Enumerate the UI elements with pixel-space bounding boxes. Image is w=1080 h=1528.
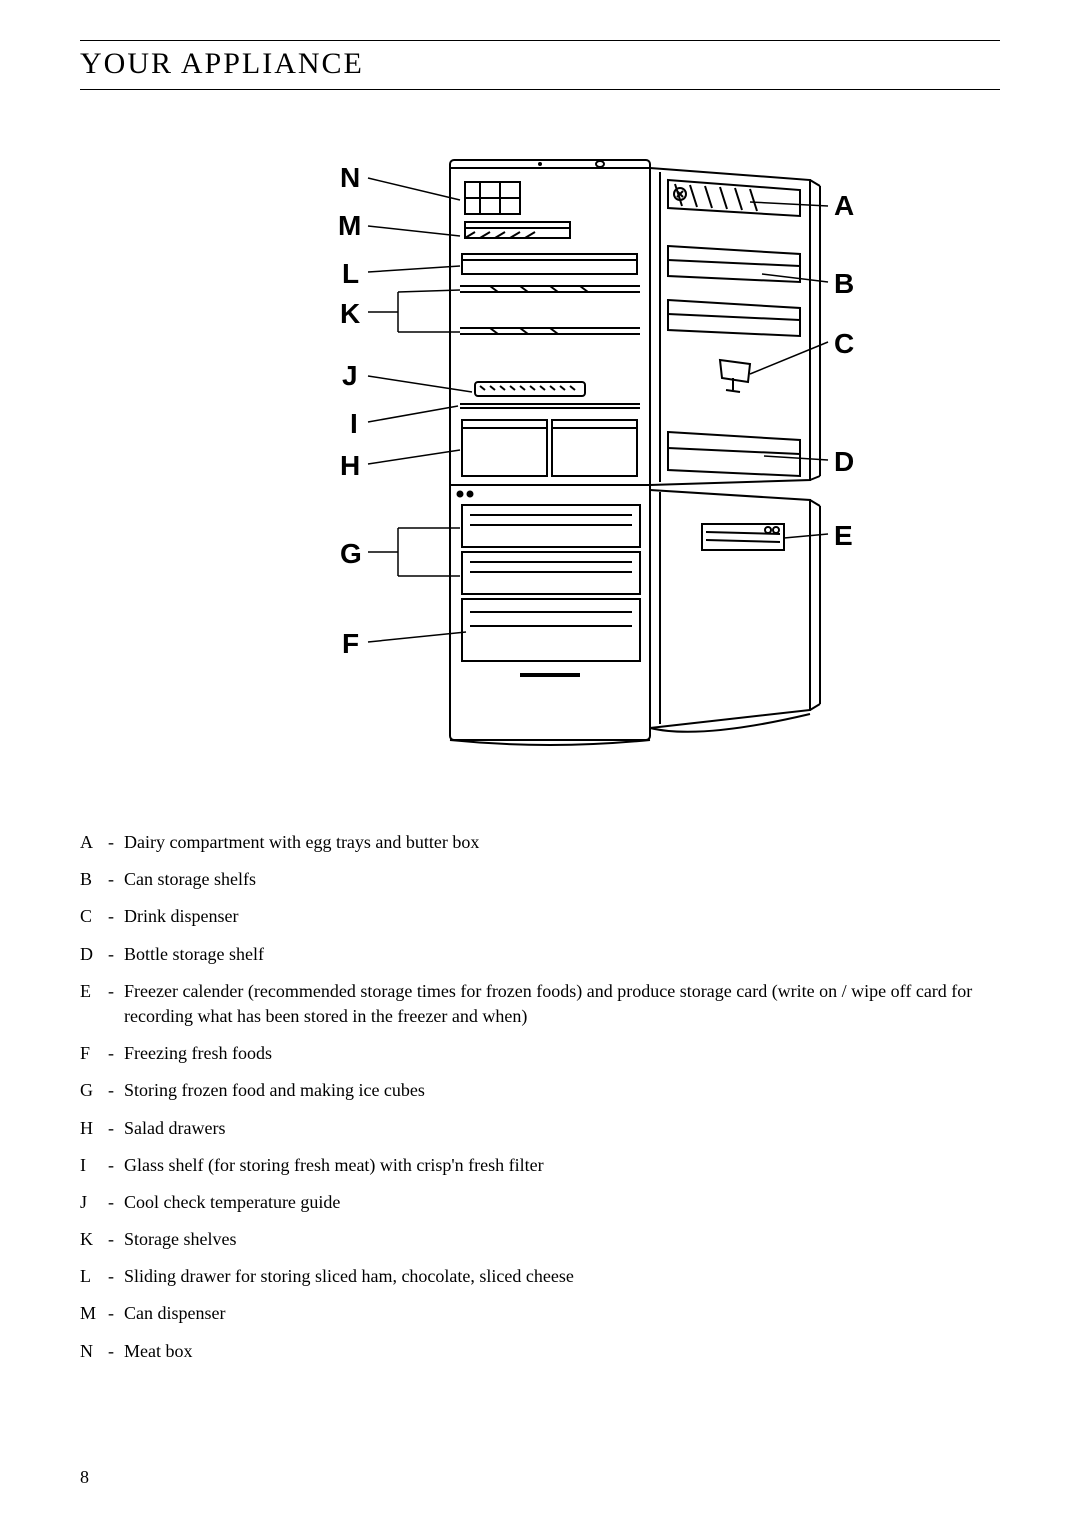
legend-text: Freezer calender (recommended storage ti… [124, 979, 1000, 1029]
legend-item: I-Glass shelf (for storing fresh meat) w… [80, 1153, 1000, 1178]
legend-item: N-Meat box [80, 1339, 1000, 1364]
legend-letter: C [80, 904, 108, 929]
legend-letter: I [80, 1153, 108, 1178]
legend-letter: J [80, 1190, 108, 1215]
legend-text: Dairy compartment with egg trays and but… [124, 830, 1000, 855]
legend-letter: E [80, 979, 108, 1029]
legend-item: C-Drink dispenser [80, 904, 1000, 929]
page-title: YOUR APPLIANCE [80, 47, 1000, 90]
label-i: I [350, 408, 358, 440]
legend-letter: M [80, 1301, 108, 1326]
legend-text: Sliding drawer for storing sliced ham, c… [124, 1264, 1000, 1289]
diagram-container: N M L K J I H G F A B C D E [80, 150, 1000, 770]
legend-text: Storing frozen food and making ice cubes [124, 1078, 1000, 1103]
legend: A-Dairy compartment with egg trays and b… [80, 830, 1000, 1364]
legend-text: Can storage shelfs [124, 867, 1000, 892]
legend-letter: G [80, 1078, 108, 1103]
legend-text: Glass shelf (for storing fresh meat) wit… [124, 1153, 1000, 1178]
top-border [80, 40, 1000, 41]
legend-item: H-Salad drawers [80, 1116, 1000, 1141]
label-g: G [340, 538, 362, 570]
legend-item: K-Storage shelves [80, 1227, 1000, 1252]
label-j: J [342, 360, 358, 392]
legend-item: M-Can dispenser [80, 1301, 1000, 1326]
legend-item: J-Cool check temperature guide [80, 1190, 1000, 1215]
legend-letter: L [80, 1264, 108, 1289]
label-m: M [338, 210, 361, 242]
appliance-diagram: N M L K J I H G F A B C D E [220, 150, 860, 770]
label-n: N [340, 162, 360, 194]
page-number: 8 [80, 1467, 89, 1488]
label-l: L [342, 258, 359, 290]
fridge-illustration [390, 150, 850, 770]
label-h: H [340, 450, 360, 482]
legend-letter: F [80, 1041, 108, 1066]
legend-letter: H [80, 1116, 108, 1141]
legend-letter: B [80, 867, 108, 892]
legend-item: F-Freezing fresh foods [80, 1041, 1000, 1066]
legend-item: L-Sliding drawer for storing sliced ham,… [80, 1264, 1000, 1289]
legend-text: Salad drawers [124, 1116, 1000, 1141]
legend-letter: K [80, 1227, 108, 1252]
label-k: K [340, 298, 360, 330]
legend-text: Cool check temperature guide [124, 1190, 1000, 1215]
legend-letter: A [80, 830, 108, 855]
legend-text: Storage shelves [124, 1227, 1000, 1252]
legend-text: Can dispenser [124, 1301, 1000, 1326]
legend-text: Bottle storage shelf [124, 942, 1000, 967]
legend-text: Meat box [124, 1339, 1000, 1364]
legend-letter: N [80, 1339, 108, 1364]
legend-text: Freezing fresh foods [124, 1041, 1000, 1066]
label-f: F [342, 628, 359, 660]
legend-item: G-Storing frozen food and making ice cub… [80, 1078, 1000, 1103]
legend-item: D-Bottle storage shelf [80, 942, 1000, 967]
legend-item: B-Can storage shelfs [80, 867, 1000, 892]
legend-letter: D [80, 942, 108, 967]
legend-item: A-Dairy compartment with egg trays and b… [80, 830, 1000, 855]
legend-text: Drink dispenser [124, 904, 1000, 929]
legend-item: E-Freezer calender (recommended storage … [80, 979, 1000, 1029]
